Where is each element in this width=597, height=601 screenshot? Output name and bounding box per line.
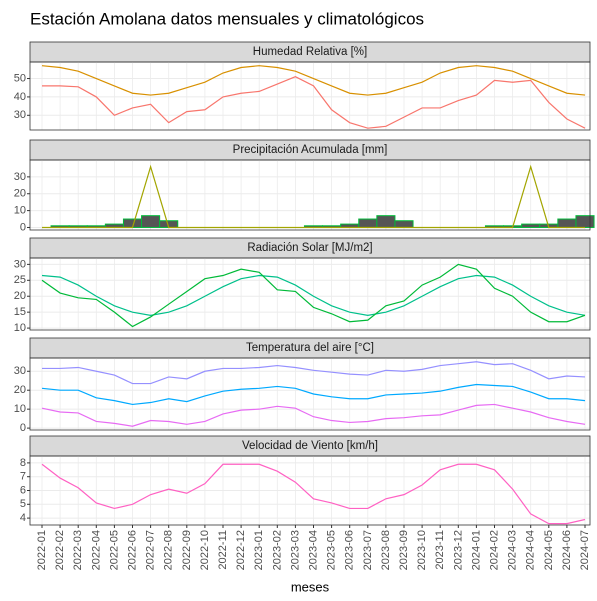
x-tick-label: 2024-06 xyxy=(561,530,573,570)
series-line xyxy=(42,164,585,229)
series-line xyxy=(41,463,586,525)
y-tick-label: 0 xyxy=(20,422,26,434)
y-tick-label: 20 xyxy=(14,384,26,396)
series-line xyxy=(41,403,586,427)
y-tick-label: 30 xyxy=(14,171,26,183)
series-line xyxy=(42,76,586,129)
x-tick-label: 2024-01 xyxy=(470,530,482,570)
panel-border xyxy=(29,257,591,331)
x-tick-label: 2023-04 xyxy=(308,530,320,570)
x-tick-label: 2024-04 xyxy=(525,530,537,570)
panel-title: Radiación Solar [MJ/m2] xyxy=(247,242,372,254)
y-tick-label: 30 xyxy=(14,365,26,377)
bar xyxy=(141,215,161,228)
y-tick-label: 40 xyxy=(14,91,26,103)
x-tick-label: 2022-08 xyxy=(163,530,175,570)
x-tick-label: 2022-07 xyxy=(145,530,157,570)
panel-title: Precipitación Acumulada [mm] xyxy=(233,144,388,156)
y-tick-label: 20 xyxy=(14,188,26,200)
x-tick-label: 2023-06 xyxy=(344,530,356,570)
panel-border xyxy=(29,159,591,231)
x-tick-label: 2022-03 xyxy=(72,530,84,570)
x-tick-label: 2023-12 xyxy=(452,530,464,570)
x-tick-label: 2023-02 xyxy=(271,530,283,570)
bar xyxy=(521,223,541,228)
y-tick-label: 50 xyxy=(14,72,26,84)
x-tick-label: 2024-03 xyxy=(507,530,519,570)
panel-title: Temperatura del aire [°C] xyxy=(246,342,374,354)
y-tick-label: 0 xyxy=(20,221,26,233)
x-tick-label: 2024-07 xyxy=(579,530,591,570)
series-line xyxy=(42,361,586,385)
x-tick-label: 2023-08 xyxy=(380,530,392,570)
y-tick-label: 6 xyxy=(20,484,26,496)
x-tick-label: 2022-01 xyxy=(36,530,48,570)
x-tick-label: 2022-10 xyxy=(199,530,211,570)
x-tick-label: 2022-05 xyxy=(108,530,120,570)
x-tick-label: 2022-02 xyxy=(54,530,66,570)
y-tick-label: 30 xyxy=(14,258,26,270)
x-tick-label: 2023-05 xyxy=(326,530,338,570)
x-tick-label: 2023-01 xyxy=(253,530,265,570)
y-tick-label: 25 xyxy=(14,274,26,286)
series-line xyxy=(41,65,586,96)
x-tick-label: 2022-06 xyxy=(127,530,139,570)
series-line xyxy=(41,383,586,406)
panel-border xyxy=(29,357,591,431)
y-tick-label: 8 xyxy=(20,457,26,469)
series-line xyxy=(41,263,586,328)
y-tick-label: 10 xyxy=(14,322,26,334)
y-tick-label: 15 xyxy=(14,306,26,318)
bar xyxy=(358,218,378,228)
x-tick-label: 2022-11 xyxy=(217,530,229,570)
panel-border xyxy=(29,455,591,526)
y-tick-label: 20 xyxy=(14,290,26,302)
x-tick-label: 2023-07 xyxy=(362,530,374,570)
series-line xyxy=(41,274,586,316)
bar xyxy=(376,215,396,228)
x-tick-label: 2023-11 xyxy=(434,530,446,570)
panel-border xyxy=(29,61,591,131)
bar xyxy=(394,220,414,228)
y-tick-label: 7 xyxy=(20,471,26,483)
y-tick-label: 10 xyxy=(14,403,26,415)
x-tick-label: 2022-04 xyxy=(90,530,102,570)
panel-title: Velocidad de Viento [km/h] xyxy=(242,440,378,452)
x-tick-label: 2023-10 xyxy=(416,530,428,570)
chart-title: Estación Amolana datos mensuales y clima… xyxy=(30,9,424,28)
x-axis-label: meses xyxy=(291,579,330,594)
bar xyxy=(575,215,595,228)
x-tick-label: 2024-05 xyxy=(543,530,555,570)
y-tick-label: 30 xyxy=(14,109,26,121)
x-tick-label: 2024-02 xyxy=(489,530,501,570)
y-tick-label: 5 xyxy=(20,498,26,510)
y-tick-label: 4 xyxy=(20,512,26,524)
x-tick-label: 2023-09 xyxy=(398,530,410,570)
bar xyxy=(557,218,577,228)
x-tick-label: 2023-03 xyxy=(289,530,301,570)
x-tick-label: 2022-12 xyxy=(235,530,247,570)
y-tick-label: 10 xyxy=(14,205,26,217)
x-tick-label: 2022-09 xyxy=(181,530,193,570)
panel-title: Humedad Relativa [%] xyxy=(253,46,367,58)
